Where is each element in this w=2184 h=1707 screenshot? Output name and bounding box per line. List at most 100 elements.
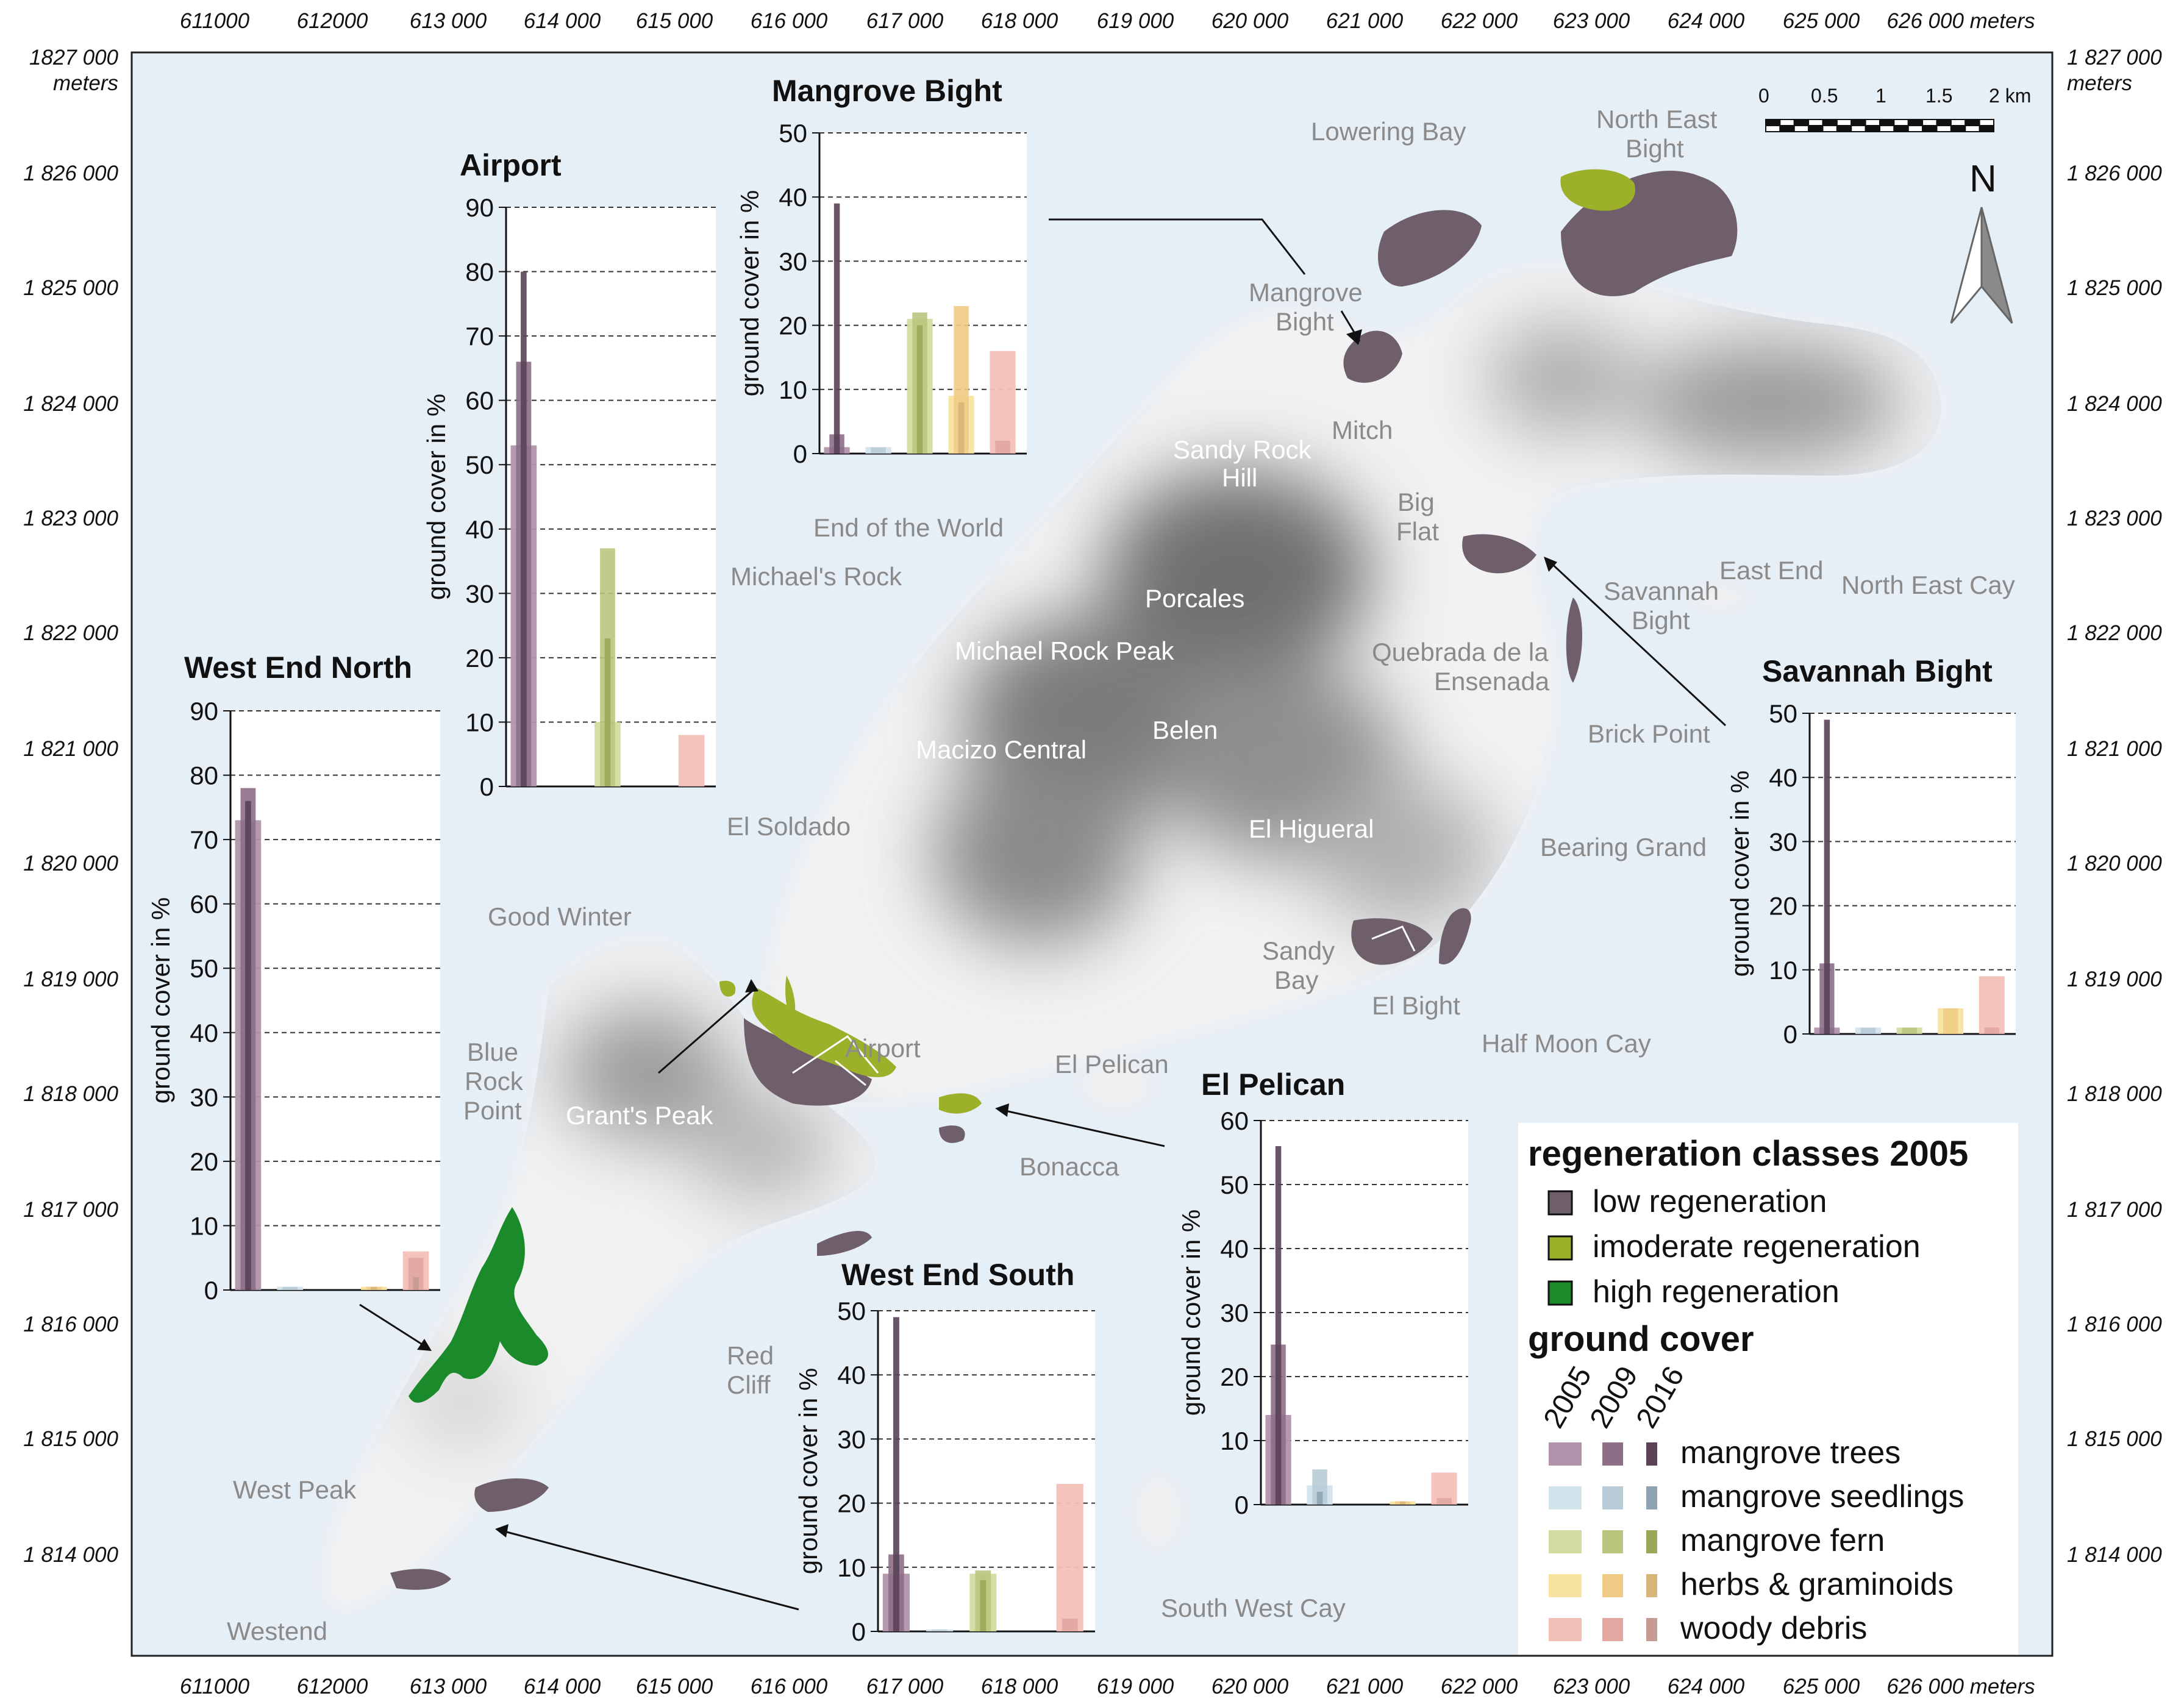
place-end-of-the-world: End of the World <box>813 513 1004 542</box>
bar <box>871 447 886 454</box>
place-el-pelican: El Pelican <box>1055 1050 1169 1078</box>
north-label: N <box>1969 158 1997 200</box>
scale-segment <box>1979 125 1994 132</box>
chart-y-label: ground cover in % <box>422 394 451 600</box>
place-savannah-bight-1: Savannah <box>1604 577 1719 605</box>
x-tick-bottom: 625 000 <box>1783 1675 1860 1698</box>
scale-segment <box>1893 119 1909 126</box>
y-tick-right: 1 823 000 <box>2067 507 2162 530</box>
x-tick-bottom: 615 000 <box>636 1675 713 1698</box>
y-tick-left-unit: meters <box>53 71 118 95</box>
bar <box>678 735 705 786</box>
x-tick-top: 611000 <box>180 9 250 33</box>
chart-tick-label: 40 <box>1220 1235 1249 1263</box>
x-tick-top: 614 000 <box>524 9 601 33</box>
scale-segment <box>1808 125 1824 132</box>
place-big-flat-2: Flat <box>1396 517 1439 546</box>
y-tick-left: 1 817 000 <box>23 1198 118 1222</box>
y-tick-right: 1 827 000 <box>2067 46 2162 69</box>
chart-tick-label: 0 <box>1783 1020 1797 1049</box>
chart-tick-label: 30 <box>190 1083 218 1111</box>
chart-tick-label: 90 <box>190 697 218 725</box>
legend-cover-swatch <box>1549 1574 1582 1597</box>
y-tick-left: 1 821 000 <box>23 737 118 761</box>
y-tick-right: 1 825 000 <box>2067 276 2162 300</box>
chart-title: Mangrove Bight <box>772 74 1002 108</box>
chart-tick-label: 30 <box>837 1425 866 1453</box>
x-tick-bottom: 626 000 meters <box>1886 1675 2035 1698</box>
y-tick-left: 1 814 000 <box>23 1543 118 1567</box>
chart-west-end-south: West End South 0 10 20 30 40 50 ground cover in… <box>794 1258 1095 1646</box>
scale-segment <box>1779 125 1795 132</box>
place-labels: Lowering Bay North East Bight Mangrove B… <box>227 105 2015 1645</box>
scale-segment <box>1765 125 1781 132</box>
place-north-east-cay: North East Cay <box>1841 571 2015 599</box>
x-tick-bottom: 622 000 <box>1441 1675 1518 1698</box>
legend-cover-swatch <box>1646 1442 1657 1466</box>
place-good-winter: Good Winter <box>488 902 632 931</box>
legend-regen-label: imoderate regeneration <box>1593 1229 1921 1264</box>
scale-segment <box>1979 119 1994 126</box>
bar <box>413 1277 419 1290</box>
y-tick-right: 1 824 000 <box>2067 392 2162 416</box>
y-tick-right: 1 822 000 <box>2067 621 2162 645</box>
scale-label-1-5: 1.5 <box>1925 85 1952 107</box>
scale-segment <box>1850 125 1866 132</box>
y-tick-right: 1 817 000 <box>2067 1198 2162 1222</box>
chart-tick-label: 20 <box>465 644 494 672</box>
legend-cover-swatch <box>1549 1442 1582 1466</box>
place-el-higueral: El Higueral <box>1249 814 1374 843</box>
x-tick-bottom: 623 000 <box>1553 1675 1630 1698</box>
x-coordinate-labels-bottom: 611000 612000 613 000 614 000 615 000 616 000… <box>180 1675 2035 1698</box>
place-mangrove-bight-1: Mangrove <box>1249 278 1363 307</box>
chart-tick-label: 40 <box>837 1361 866 1389</box>
scale-segment <box>1950 125 1966 132</box>
scale-segment <box>1765 119 1781 126</box>
bar <box>1824 719 1830 1034</box>
place-porcales: Porcales <box>1145 584 1244 613</box>
y-tick-right: 1 821 000 <box>2067 737 2162 761</box>
legend-regen-swatch <box>1547 1280 1573 1306</box>
y-tick-left: 1827 000 <box>29 46 119 69</box>
bar <box>958 402 965 454</box>
x-tick-top: 616 000 <box>751 9 828 33</box>
bar <box>1316 1492 1323 1505</box>
legend-cover-swatch <box>1549 1530 1582 1553</box>
bar <box>980 1580 987 1631</box>
x-tick-top: 612000 <box>297 9 368 33</box>
bar <box>916 325 923 454</box>
legend-regen-label: low regeneration <box>1593 1184 1827 1219</box>
x-tick-top: 622 000 <box>1441 9 1518 33</box>
y-tick-left: 1 819 000 <box>23 968 118 991</box>
bar <box>521 271 527 786</box>
bar <box>990 351 1016 454</box>
scale-segment <box>1850 119 1866 126</box>
legend: regeneration classes 2005 low regenerati… <box>1518 1123 2018 1655</box>
y-tick-right: 1 826 000 <box>2067 162 2162 185</box>
chart-tick-label: 50 <box>837 1297 866 1325</box>
legend-regen-swatch <box>1547 1235 1573 1261</box>
bar <box>1902 1027 1917 1034</box>
chart-title: West End North <box>184 650 412 685</box>
chart-tick-label: 10 <box>1769 956 1797 985</box>
scale-label-0: 0 <box>1758 85 1769 107</box>
place-bearing-grand: Bearing Grand <box>1540 833 1707 861</box>
chart-tick-label: 10 <box>779 376 807 404</box>
chart-mangrove-bight: Mangrove Bight 0 10 20 30 40 50 ground cover in… <box>735 74 1027 468</box>
x-tick-bottom: 620 000 <box>1212 1675 1289 1698</box>
place-north-east-bight-2: Bight <box>1626 134 1684 163</box>
chart-tick-label: 0 <box>793 440 807 468</box>
x-tick-top: 617 000 <box>866 9 944 33</box>
chart-tick-label: 0 <box>480 772 494 801</box>
legend-box <box>1518 1123 2018 1655</box>
legend-cover-swatch <box>1549 1486 1582 1509</box>
chart-title: Airport <box>460 148 562 182</box>
place-blue-rock-point-3: Point <box>463 1096 522 1125</box>
y-tick-left: 1 826 000 <box>23 162 118 185</box>
place-sandy-rock-hill-2: Hill <box>1222 463 1257 492</box>
y-tick-right: 1 815 000 <box>2067 1427 2162 1451</box>
chart-tick-label: 50 <box>779 119 807 148</box>
place-airport: Airport <box>845 1034 921 1063</box>
